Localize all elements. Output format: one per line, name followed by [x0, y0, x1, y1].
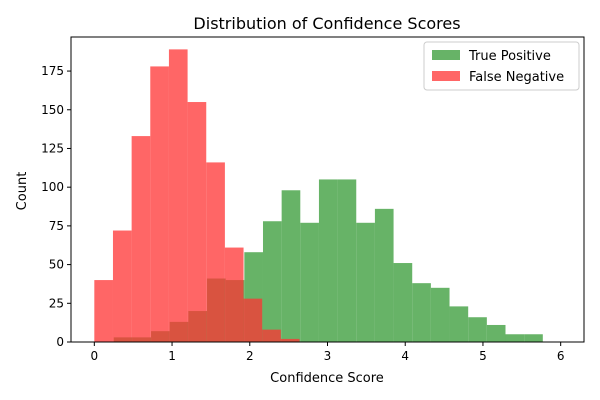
- bar-true-positive-12: [337, 179, 357, 342]
- chart-title: Distribution of Confidence Scores: [193, 14, 460, 33]
- y-tick-label: 75: [49, 219, 64, 233]
- x-tick-label: 1: [168, 349, 176, 363]
- bar-false-negative-9: [262, 329, 281, 342]
- bar-true-positive-21: [505, 334, 525, 342]
- legend-box: [423, 41, 580, 91]
- bar-true-positive-14: [374, 208, 394, 342]
- bar-true-positive-16: [412, 283, 431, 342]
- x-tick-label: 2: [246, 349, 254, 363]
- bar-true-positive-19: [468, 317, 487, 342]
- y-tick-label: 100: [41, 180, 64, 194]
- bar-true-positive-20: [486, 324, 506, 342]
- legend-label-true-positive: True Positive: [468, 49, 551, 64]
- bar-false-negative-0: [94, 280, 113, 342]
- bar-false-negative-5: [187, 102, 207, 342]
- x-axis-label: Confidence Score: [270, 371, 384, 386]
- bar-true-positive-17: [430, 287, 450, 342]
- y-tick-label: 175: [41, 64, 64, 78]
- bar-true-positive-13: [356, 222, 375, 342]
- bar-true-positive-10: [300, 222, 319, 342]
- x-tick-label: 3: [324, 349, 332, 363]
- bar-true-positive-18: [449, 306, 469, 342]
- bar-false-negative-4: [168, 49, 188, 342]
- bar-true-positive-15: [393, 263, 413, 342]
- bar-true-positive-8: [262, 221, 282, 342]
- bar-false-negative-7: [224, 247, 244, 342]
- bar-true-positive-22: [524, 334, 543, 342]
- legend-label-false-negative: False Negative: [469, 70, 564, 85]
- y-tick-label: 0: [56, 335, 64, 349]
- y-tick-label: 50: [49, 258, 64, 272]
- x-tick-label: 4: [401, 349, 409, 363]
- bar-true-positive-9: [281, 190, 301, 342]
- x-tick-label: 5: [479, 349, 487, 363]
- y-tick-label: 125: [41, 141, 64, 155]
- bars-layer: [94, 49, 543, 342]
- bar-true-positive-11: [318, 179, 338, 342]
- x-tick-label: 6: [557, 349, 565, 363]
- axes-layer: 0 1 2 3 4 5 6 0 25 50 75 100 125 150 175: [41, 36, 585, 363]
- bar-false-negative-6: [206, 162, 225, 342]
- bar-false-negative-3: [150, 66, 169, 342]
- bar-false-negative-2: [131, 136, 151, 342]
- bar-false-negative-8: [243, 298, 263, 342]
- legend: True Positive False Negative: [423, 41, 580, 91]
- bar-false-negative-1: [112, 230, 132, 342]
- y-tick-label: 150: [41, 103, 64, 117]
- x-tick-label: 0: [90, 349, 98, 363]
- legend-swatch-true-positive: [432, 50, 460, 60]
- y-axis-label: Count: [15, 172, 30, 211]
- bar-false-negative-10: [280, 338, 300, 342]
- legend-swatch-false-negative: [432, 71, 460, 81]
- y-tick-label: 25: [49, 296, 64, 310]
